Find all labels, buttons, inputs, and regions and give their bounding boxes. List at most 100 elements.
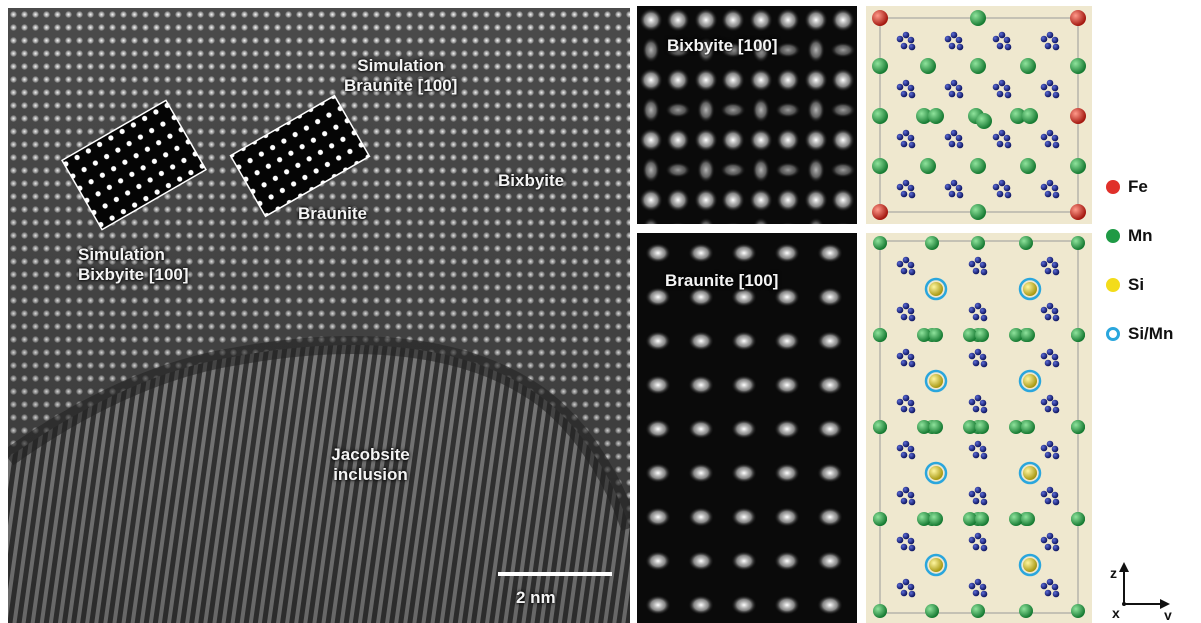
oxygen-atom [1044, 405, 1052, 413]
oxygen-atom [980, 406, 988, 414]
oxygen-atom [902, 348, 910, 356]
oxygen-atom [896, 398, 904, 406]
oxygen-atom [902, 486, 910, 494]
oxygen-atom [1044, 359, 1052, 367]
oxygen-atom [896, 352, 904, 360]
oxygen-atom [980, 544, 988, 552]
mn-atom [1020, 158, 1036, 174]
oxygen-atom [992, 183, 1000, 191]
label-bixbyite: Bixbyite [498, 171, 565, 190]
oxygen-atom [1051, 84, 1059, 92]
oxygen-atom [1046, 348, 1054, 356]
si-mn-site-ring [924, 553, 948, 577]
oxygen-atom [902, 394, 910, 402]
oxygen-atom [996, 140, 1004, 148]
mn-atom [971, 236, 985, 250]
mn-atom [1071, 236, 1085, 250]
oxygen-atom [968, 582, 976, 590]
oxygen-atom [907, 84, 915, 92]
oxygen-atom [896, 83, 904, 91]
mn-atom [873, 420, 887, 434]
legend-si-mn-label: Si/Mn [1128, 324, 1174, 343]
oxygen-atom [896, 183, 904, 191]
oxygen-atom [900, 451, 908, 459]
braunite-simulation-title: Braunite [100] [665, 271, 779, 290]
mn-atom [1021, 420, 1035, 434]
mn-atom [925, 236, 939, 250]
oxygen-atom [1051, 583, 1059, 591]
oxygen-atom [996, 90, 1004, 98]
mn-atom [975, 420, 989, 434]
oxygen-atom [944, 83, 952, 91]
oxygen-atom [968, 306, 976, 314]
mn-atom [1070, 58, 1086, 74]
si-mn-site-ring [1018, 369, 1042, 393]
oxygen-atom [968, 444, 976, 452]
oxygen-atom [1052, 406, 1060, 414]
oxygen-atom [974, 532, 982, 540]
oxygen-atom [948, 42, 956, 50]
braunite-structure-panel [866, 233, 1092, 623]
oxygen-atom [1046, 256, 1054, 264]
oxygen-atom [902, 31, 910, 39]
si-mn-site-ring [1018, 461, 1042, 485]
mn-atom [873, 604, 887, 618]
oxygen-atom [896, 306, 904, 314]
bixbyite-simulation-image [637, 6, 857, 224]
mn-atom [975, 328, 989, 342]
oxygen-atom [1046, 394, 1054, 402]
legend-mn-label: Mn [1128, 226, 1153, 245]
mn-atom [873, 236, 887, 250]
oxygen-atom [1044, 42, 1052, 50]
si-mn-site-ring [924, 369, 948, 393]
oxygen-atom [900, 405, 908, 413]
axis-x-label: x [1112, 605, 1120, 620]
oxygen-atom [908, 268, 916, 276]
oxygen-atom [1040, 260, 1048, 268]
oxygen-atom [1052, 314, 1060, 322]
oxygen-atom [980, 452, 988, 460]
si-atom [1023, 466, 1037, 480]
oxygen-atom [972, 589, 980, 597]
oxygen-atom [1046, 440, 1054, 448]
oxygen-atom [1040, 183, 1048, 191]
braunite-structure-model [873, 236, 1085, 618]
mn-atom [970, 204, 986, 220]
bixbyite-simulation-panel: Bixbyite [100] [637, 6, 857, 224]
legend-mn-swatch [1106, 229, 1120, 243]
oxygen-atom [980, 498, 988, 506]
oxygen-atom [908, 191, 916, 199]
mn-atom [976, 113, 992, 129]
oxygen-atom [896, 490, 904, 498]
oxygen-atom [1040, 306, 1048, 314]
oxygen-atom [979, 261, 987, 269]
oxygen-atom [1051, 399, 1059, 407]
oxygen-atom [1040, 352, 1048, 360]
scale-bar [498, 572, 612, 576]
oxygen-atom [908, 406, 916, 414]
oxygen-atom [972, 497, 980, 505]
oxygen-atom [1003, 184, 1011, 192]
mn-atom [975, 512, 989, 526]
oxygen-atom [1040, 133, 1048, 141]
oxygen-atom [1004, 191, 1012, 199]
oxygen-atom [955, 134, 963, 142]
oxygen-atom [907, 134, 915, 142]
mn-atom [917, 512, 931, 526]
mn-atom [1022, 108, 1038, 124]
mn-atom [1021, 512, 1035, 526]
oxygen-atom [1052, 141, 1060, 149]
oxygen-atom [900, 42, 908, 50]
oxygen-atom [1051, 36, 1059, 44]
oxygen-atom [1044, 90, 1052, 98]
si-mn-site-ring [1018, 553, 1042, 577]
oxygen-atom [979, 307, 987, 315]
haadf-image [8, 8, 630, 623]
oxygen-atom [948, 140, 956, 148]
mn-atom [970, 158, 986, 174]
mn-atom [917, 420, 931, 434]
oxygen-atom [1052, 544, 1060, 552]
oxygen-atom [908, 498, 916, 506]
fe-atom [1070, 204, 1086, 220]
haadf-image-panel: Simulation Braunite [100] Bixbyite Braun… [8, 8, 630, 623]
